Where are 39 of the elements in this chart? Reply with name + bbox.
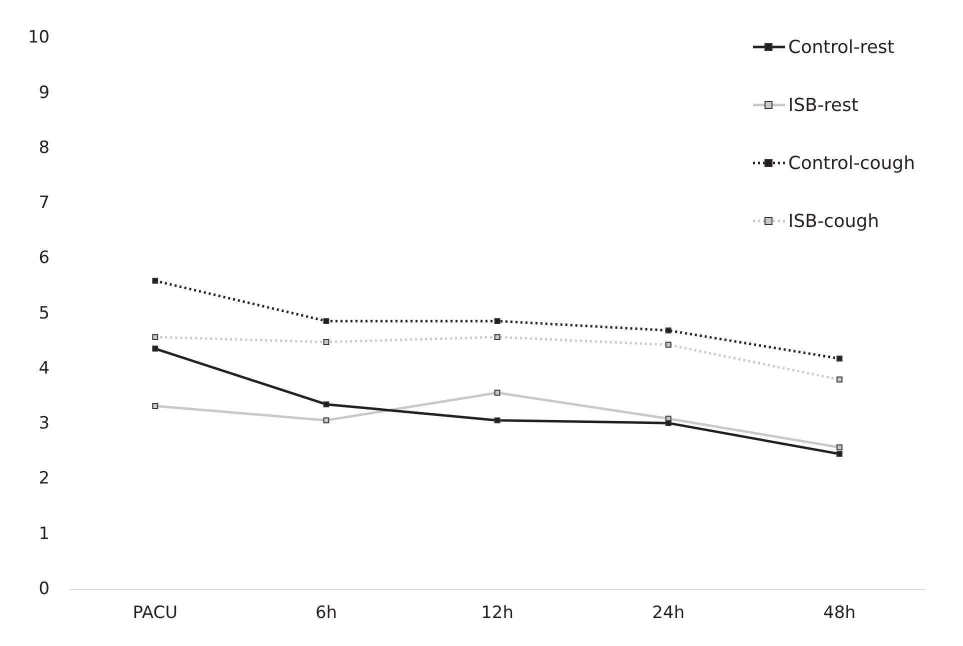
point <box>494 334 500 340</box>
y-tick-label: 9 <box>38 82 50 103</box>
y-tick-label: 2 <box>38 468 50 489</box>
y-tick-label: 8 <box>38 138 50 158</box>
point <box>152 278 158 284</box>
legend-label: ISB-rest <box>788 94 858 116</box>
point <box>323 339 330 345</box>
legend-label: Control-rest <box>788 36 894 58</box>
y-tick-label: 10 <box>28 28 50 48</box>
point <box>494 390 500 396</box>
y-tick-label: 6 <box>38 248 50 268</box>
point <box>836 450 842 457</box>
y-tick-label: 1 <box>38 524 50 544</box>
point <box>323 318 330 324</box>
x-tick-label: 48h <box>823 603 856 624</box>
point <box>494 417 500 424</box>
y-tick-label: 0 <box>38 579 50 600</box>
y-tick-label: 5 <box>38 303 50 324</box>
point <box>152 403 158 409</box>
legend-label: Control-cough <box>788 152 915 174</box>
y-tick-label: 4 <box>38 358 50 378</box>
point <box>665 420 672 426</box>
point <box>494 318 500 324</box>
point <box>836 376 842 382</box>
x-tick-label: 12h <box>481 603 514 624</box>
point <box>323 417 330 424</box>
point <box>323 401 330 408</box>
point <box>836 444 842 450</box>
x-tick-label: PACU <box>132 603 178 624</box>
point <box>836 356 842 362</box>
point <box>152 334 158 340</box>
y-tick-label: 7 <box>38 193 50 214</box>
point <box>665 327 672 334</box>
x-tick-label: 6h <box>315 603 338 624</box>
y-tick-label: 3 <box>38 414 50 434</box>
point <box>665 342 672 348</box>
x-tick-label: 24h <box>652 603 685 624</box>
point <box>152 346 158 352</box>
legend-label: ISB-cough <box>788 210 880 232</box>
